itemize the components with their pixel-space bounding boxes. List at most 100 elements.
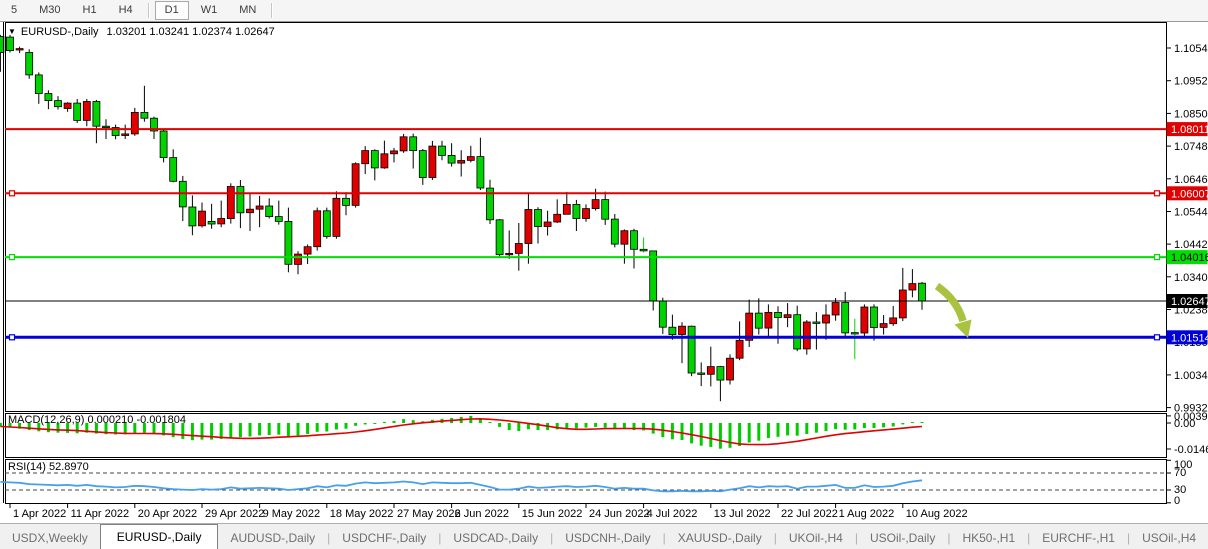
macd-histogram-bar: [603, 423, 607, 428]
macd-histogram-bar: [651, 423, 655, 434]
macd-histogram-bar: [171, 423, 175, 438]
symbol-tab-eurusd-daily[interactable]: EURUSD-,Daily: [99, 524, 219, 549]
toolbar-separator: [147, 3, 150, 18]
macd-histogram-bar: [814, 423, 818, 433]
candle-body: [73, 102, 82, 121]
line-handle[interactable]: [1153, 190, 1161, 197]
symbol-tab-usoil-daily[interactable]: USOil-,Daily: [869, 531, 936, 545]
macd-histogram-bar: [85, 423, 89, 433]
candle-body: [34, 74, 43, 94]
macd-histogram-bar: [66, 423, 70, 433]
down-arrow-annotation-head[interactable]: [954, 319, 972, 339]
candle-body: [303, 246, 312, 255]
symbol-tab-usdcnh-daily[interactable]: USDCNH-,Daily: [565, 531, 651, 545]
line-handle[interactable]: [1153, 254, 1161, 261]
symbol-tab-audusd-daily[interactable]: AUDUSD-,Daily: [230, 531, 316, 545]
candle-body: [82, 101, 91, 121]
tab-separator: |: [773, 531, 777, 545]
macd-histogram-bar: [210, 423, 214, 440]
macd-histogram-bar: [94, 423, 98, 434]
macd-histogram-bar: [133, 423, 137, 434]
date-axis-label: 10 Aug 2022: [906, 508, 968, 520]
candle-body: [63, 102, 72, 109]
symbol-dropdown-icon[interactable]: ▼: [8, 27, 16, 36]
line-handle[interactable]: [8, 190, 16, 197]
line-handle[interactable]: [8, 254, 16, 261]
timeframe-button-MN[interactable]: MN: [239, 4, 257, 16]
symbol-tab-ukoil-h4[interactable]: UKOil-,H4: [788, 531, 843, 545]
candle-body: [466, 156, 475, 161]
candle-body: [361, 150, 370, 165]
macd-histogram-bar: [190, 423, 194, 441]
price-badge-label: 1.02647: [1171, 296, 1208, 308]
macd-histogram-bar: [162, 423, 166, 436]
symbol-tab-usdchf-daily[interactable]: USDCHF-,Daily: [342, 531, 427, 545]
macd-main-value: 0.000210: [87, 414, 134, 426]
rsi-axis-label: 30: [1174, 484, 1186, 496]
macd-histogram-bar: [0, 423, 2, 427]
candle-body: [898, 289, 907, 319]
candle-body: [802, 321, 811, 350]
candle-body: [447, 154, 456, 164]
macd-histogram-bar: [747, 423, 751, 443]
chart-symbol-label: EURUSD-,Daily: [20, 26, 99, 38]
candle-body: [313, 210, 322, 248]
candle-body: [92, 101, 101, 127]
symbol-tab-usdcad-daily[interactable]: USDCAD-,Daily: [453, 531, 539, 545]
candle-body: [534, 209, 542, 227]
price-axis-label: 1.04420: [1174, 239, 1208, 251]
macd-histogram-bar: [325, 423, 329, 432]
candle-body: [591, 199, 600, 210]
rsi-indicator-label: RSI(14) 52.8970: [8, 461, 89, 473]
macd-axis-label: -0.01469: [1174, 444, 1208, 456]
timeframe-button-H1[interactable]: H1: [82, 4, 97, 16]
price-axis-label: 1.06460: [1174, 174, 1208, 186]
macd-histogram-bar: [478, 419, 482, 423]
macd-histogram-bar: [738, 423, 742, 446]
candle-body: [774, 311, 782, 318]
rsi-axis-label: 70: [1174, 467, 1186, 479]
macd-histogram-bar: [27, 423, 31, 431]
chart-title: ▼ EURUSD-,Daily 1.03201 1.03241 1.02374 1.…: [8, 26, 275, 38]
main-pane-border: [5, 22, 1167, 412]
date-axis-label: 11 Apr 2022: [71, 508, 130, 520]
down-arrow-annotation[interactable]: [934, 282, 967, 323]
symbol-tab-eurchf-h1[interactable]: EURCHF-,H1: [1042, 531, 1115, 545]
price-badge: [1166, 186, 1208, 201]
line-handle[interactable]: [8, 334, 16, 341]
candle-body: [610, 218, 619, 245]
symbol-tab-xauusd-daily[interactable]: XAUUSD-,Daily: [677, 531, 762, 545]
candle-body: [735, 339, 744, 359]
candle-body: [438, 145, 446, 156]
macd-histogram-bar: [315, 423, 319, 432]
macd-histogram-bar: [555, 423, 559, 430]
candle-body: [860, 306, 869, 334]
tab-separator: |: [662, 531, 666, 545]
macd-histogram-bar: [200, 423, 204, 440]
price-badge-label: 1.08011: [1171, 124, 1208, 136]
macd-histogram-bar: [56, 423, 60, 433]
symbol-tab-hk50-h1[interactable]: HK50-,H1: [962, 531, 1016, 545]
timeframe-button-D1[interactable]: D1: [154, 1, 189, 20]
macd-axis-label: 0.00: [1174, 418, 1195, 430]
candle-body: [207, 220, 216, 225]
price-axis-label: 1.10540: [1174, 43, 1208, 55]
timeframe-button-M30[interactable]: M30: [39, 4, 61, 16]
candle-body: [111, 127, 120, 136]
symbol-tab-bar: USDX,Weekly EURUSD-,Daily AUDUSD-,Daily | US…: [0, 523, 1208, 549]
macd-histogram-bar: [18, 423, 22, 429]
timeframe-button-H4[interactable]: H4: [118, 4, 133, 16]
symbol-tab-usdx-weekly[interactable]: USDX,Weekly: [12, 531, 88, 545]
timeframe-button-5[interactable]: 5: [11, 4, 18, 16]
macd-histogram-bar: [306, 423, 310, 434]
line-handle[interactable]: [1153, 334, 1161, 341]
macd-histogram-bar: [690, 423, 694, 444]
macd-histogram-bar: [517, 423, 521, 431]
macd-histogram-bar: [594, 423, 598, 427]
date-axis-label: 20 Apr 2022: [138, 508, 197, 520]
candle-body: [572, 203, 581, 219]
timeframe-button-W1[interactable]: W1: [200, 4, 218, 16]
macd-histogram-bar: [382, 421, 386, 423]
symbol-tab-usoil-h4[interactable]: USOil-,H4: [1142, 531, 1197, 545]
